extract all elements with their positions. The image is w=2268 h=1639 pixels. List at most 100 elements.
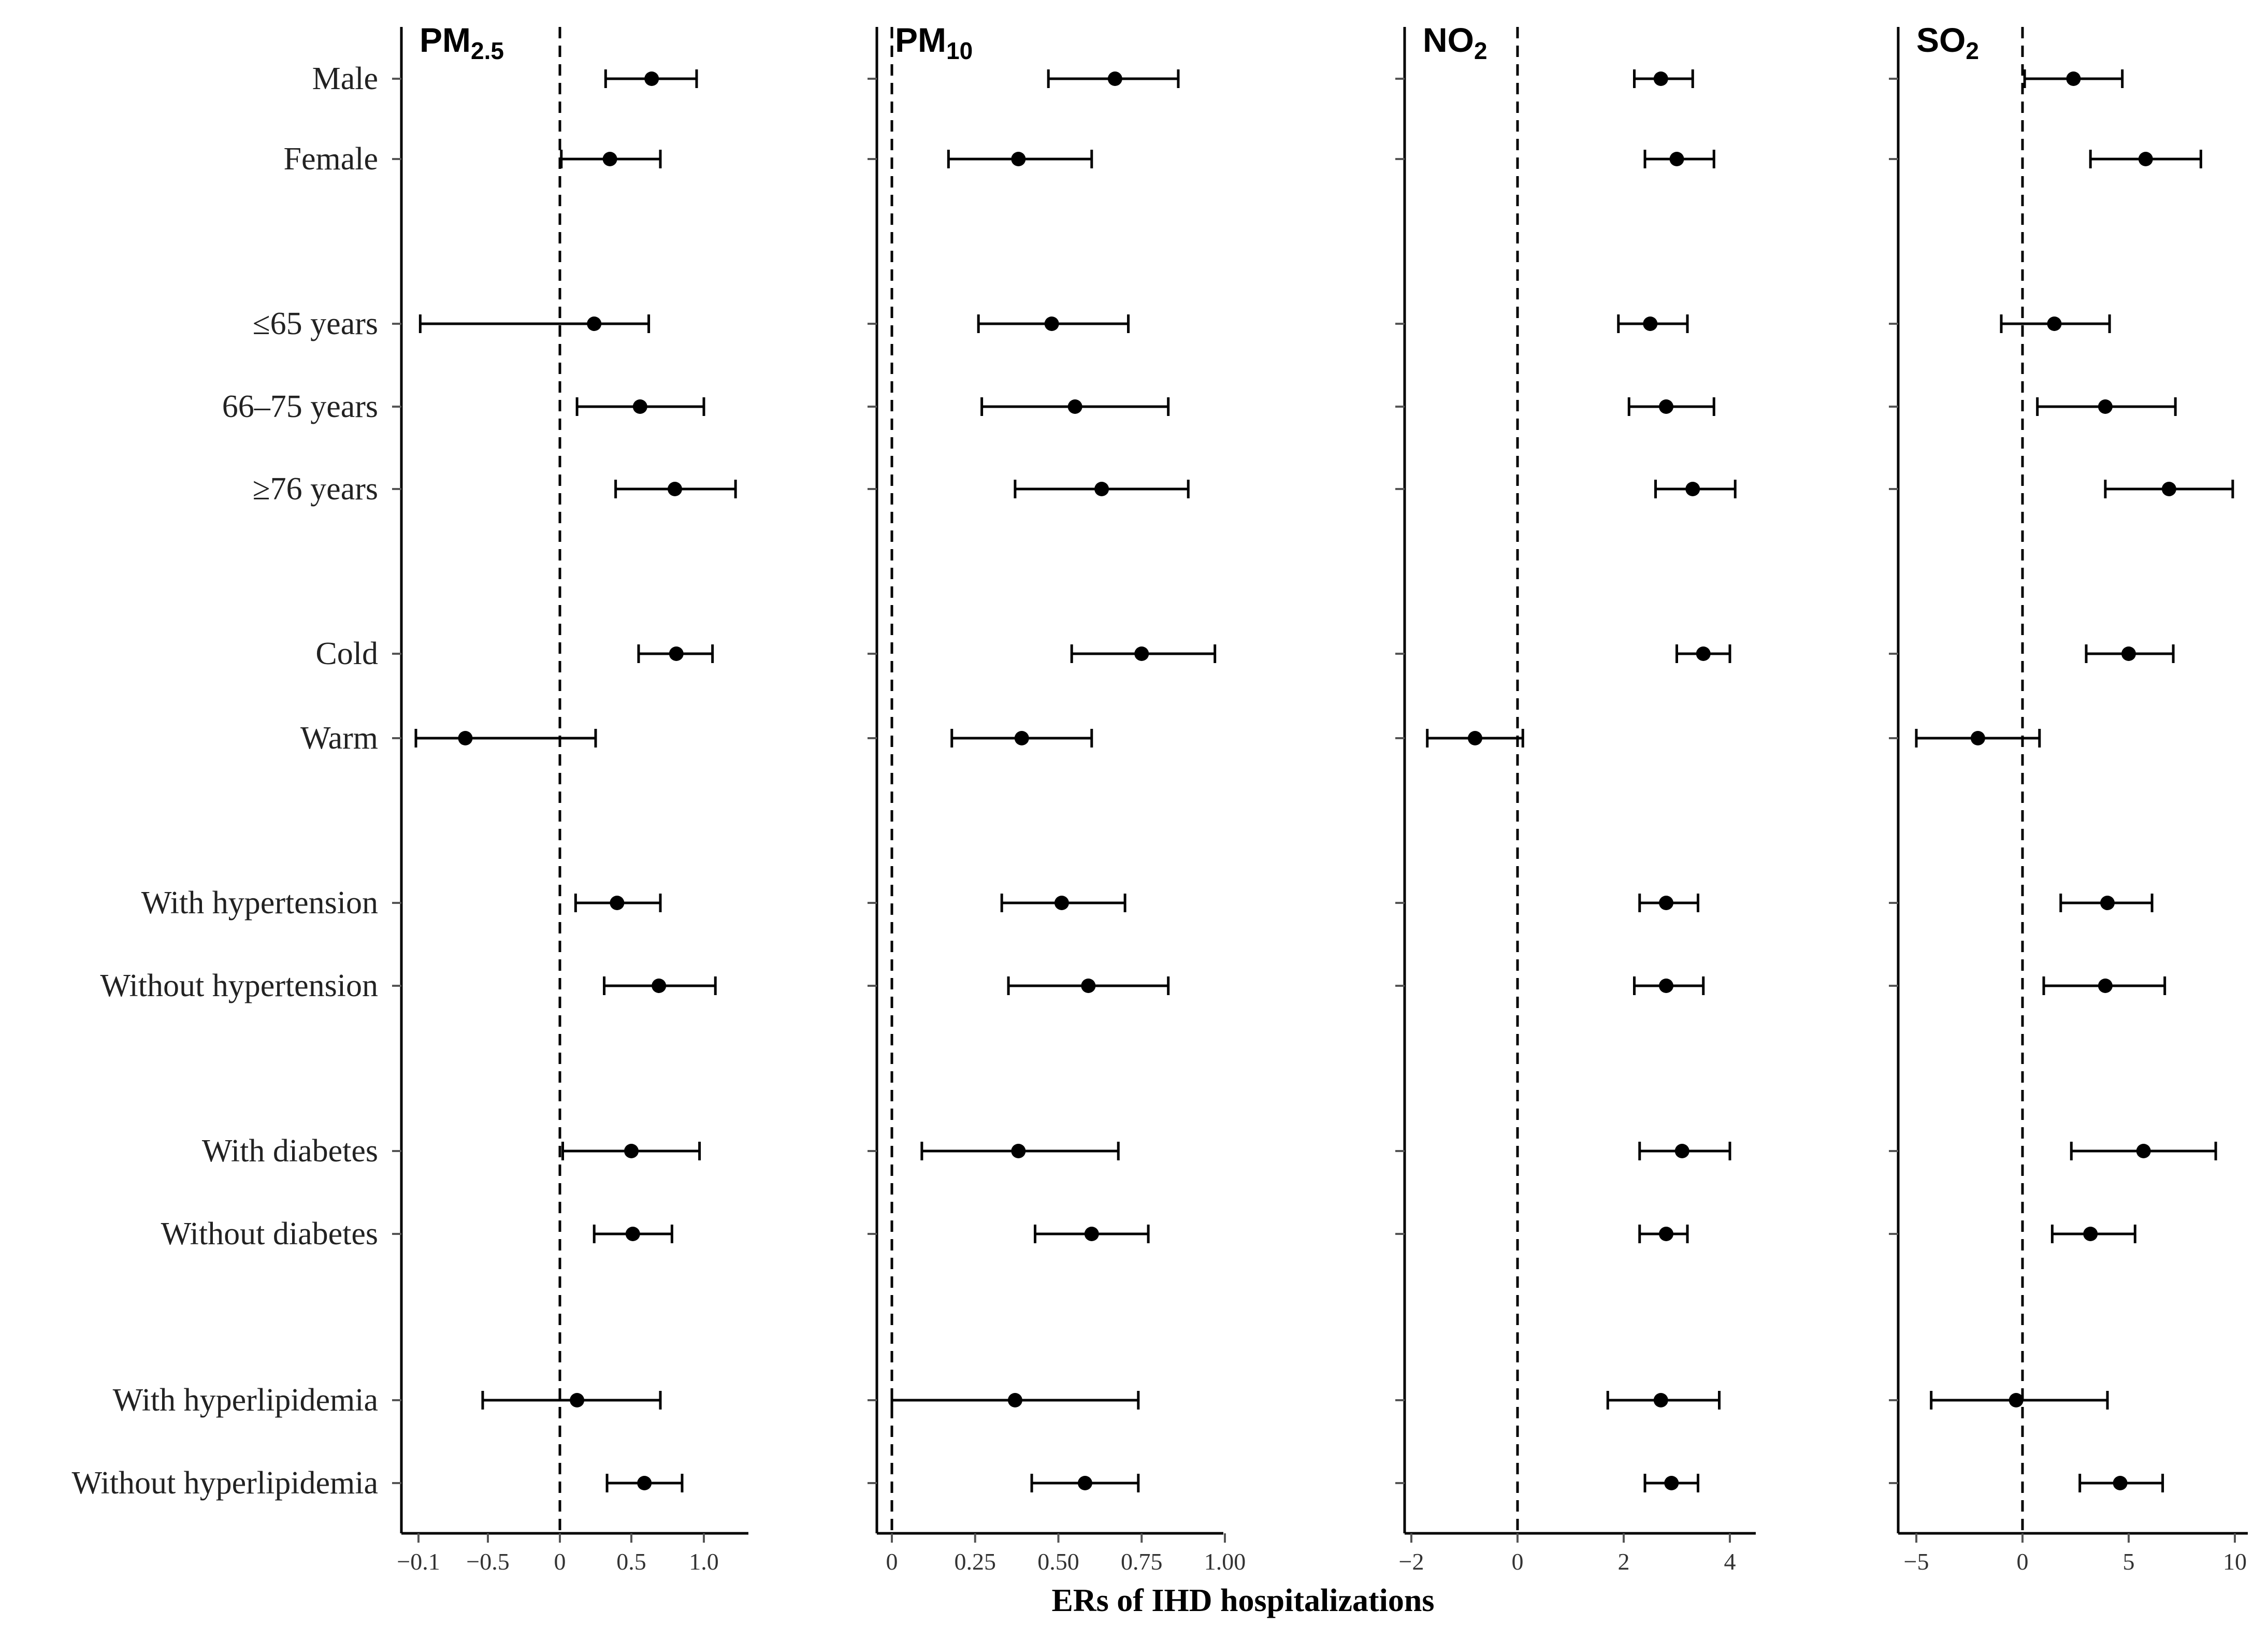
point-estimate <box>668 482 682 496</box>
panel-title-main: SO <box>1916 21 1966 59</box>
point-estimate <box>1653 1393 1668 1407</box>
point-estimate <box>1067 399 1082 414</box>
panel-title-subscript: 10 <box>946 37 973 64</box>
panel-title: NO2 <box>1423 21 1487 64</box>
point-estimate <box>1659 979 1673 993</box>
point-estimate <box>587 317 602 331</box>
point-estimate <box>644 71 659 86</box>
x-axis-title: ERs of IHD hospitalizations <box>1052 1583 1435 1618</box>
point-estimate <box>1659 399 1673 414</box>
x-tick-label: 2 <box>1618 1548 1630 1575</box>
row-labels: Male Female ≤65 years 66–75 years ≥76 years C… <box>71 61 378 1501</box>
panel-pm10: 0 0.25 0.50 0.75 1.00 PM10 <box>868 21 1246 1575</box>
row-label: Without diabetes <box>161 1216 378 1252</box>
point-estimate <box>602 152 617 166</box>
point-estimate <box>570 1393 585 1407</box>
point-estimate <box>1054 896 1069 910</box>
point-estimate <box>652 979 667 993</box>
point-estimate <box>2136 1144 2151 1158</box>
point-estimate <box>1081 979 1096 993</box>
x-tick-label: 0.75 <box>1121 1548 1163 1575</box>
point-estimate <box>610 896 625 910</box>
x-tick-label: −0.5 <box>466 1548 509 1575</box>
row-label: With hyperlipidemia <box>113 1383 378 1418</box>
point-estimate <box>632 399 647 414</box>
panel-title-main: PM <box>420 21 471 59</box>
point-estimate <box>2098 979 2113 993</box>
panel-title-subscript: 2 <box>1474 37 1487 64</box>
point-estimate <box>1011 152 1026 166</box>
x-tick-label: −0.1 <box>397 1548 440 1575</box>
point-estimate <box>2113 1476 2128 1490</box>
point-estimate <box>2100 896 2115 910</box>
row-label: 66–75 years <box>222 389 378 424</box>
point-estimate <box>637 1476 652 1490</box>
panel-title: PM10 <box>895 21 973 64</box>
point-estimate <box>1669 152 1684 166</box>
x-tick-label: 0 <box>2017 1548 2029 1575</box>
x-tick-label: 0 <box>554 1548 566 1575</box>
x-tick-label: 0.5 <box>616 1548 646 1575</box>
x-tick-label: 5 <box>2123 1548 2135 1575</box>
x-tick-label: −2 <box>1399 1548 1424 1575</box>
point-estimate <box>2066 71 2081 86</box>
x-tick-label: 0 <box>1512 1548 1524 1575</box>
point-estimate <box>2047 317 2062 331</box>
point-estimate <box>1014 731 1029 745</box>
point-estimate <box>1674 1144 1689 1158</box>
panel-title-subscript: 2.5 <box>471 37 504 64</box>
point-estimate <box>1970 731 1985 745</box>
point-estimate <box>1653 71 1668 86</box>
panel-so2: −5 0 5 10 SO2 <box>1889 21 2248 1575</box>
panel-title-main: PM <box>895 21 946 59</box>
point-estimate <box>1107 71 1122 86</box>
point-estimate <box>625 1227 640 1241</box>
x-tick-label: 0.50 <box>1037 1548 1079 1575</box>
panel-title-main: NO <box>1423 21 1474 59</box>
point-estimate <box>1084 1227 1099 1241</box>
point-estimate <box>2083 1227 2098 1241</box>
x-tick-label: 0 <box>886 1548 898 1575</box>
row-label: Warm <box>300 721 378 756</box>
row-label: ≤65 years <box>253 306 378 341</box>
panel-pm25: −0.1 −0.5 0 0.5 1.0 PM2.5 <box>392 21 748 1575</box>
point-estimate <box>1011 1144 1026 1158</box>
row-label: Male <box>312 61 378 96</box>
point-estimate <box>1077 1476 1092 1490</box>
point-estimate <box>1094 482 1109 496</box>
point-estimate <box>2121 646 2136 661</box>
row-label: With diabetes <box>202 1133 378 1169</box>
row-label: Cold <box>315 636 378 671</box>
x-tick-label: 4 <box>1724 1548 1736 1575</box>
panel-title-subscript: 2 <box>1966 37 1979 64</box>
row-label: Without hyperlipidemia <box>71 1465 378 1501</box>
point-estimate <box>2009 1393 2024 1407</box>
row-label: Female <box>284 141 379 177</box>
x-tick-label: −5 <box>1904 1548 1929 1575</box>
row-label: ≥76 years <box>253 471 378 507</box>
point-estimate <box>1643 317 1658 331</box>
point-estimate <box>1659 1227 1673 1241</box>
x-tick-label: 1.0 <box>689 1548 719 1575</box>
row-label: Without hypertension <box>100 968 378 1003</box>
x-tick-label: 0.25 <box>955 1548 996 1575</box>
x-tick-label: 10 <box>2223 1548 2247 1575</box>
point-estimate <box>2161 482 2176 496</box>
point-estimate <box>1468 731 1482 745</box>
point-estimate <box>624 1144 639 1158</box>
point-estimate <box>2138 152 2153 166</box>
point-estimate <box>458 731 473 745</box>
point-estimate <box>1134 646 1149 661</box>
row-label: With hypertension <box>141 885 378 921</box>
point-estimate <box>1685 482 1700 496</box>
panel-title: SO2 <box>1916 21 1979 64</box>
point-estimate <box>1659 896 1673 910</box>
point-estimate <box>1007 1393 1022 1407</box>
x-tick-label: 1.00 <box>1204 1548 1246 1575</box>
point-estimate <box>2098 399 2113 414</box>
panel-title: PM2.5 <box>420 21 504 64</box>
point-estimate <box>669 646 684 661</box>
